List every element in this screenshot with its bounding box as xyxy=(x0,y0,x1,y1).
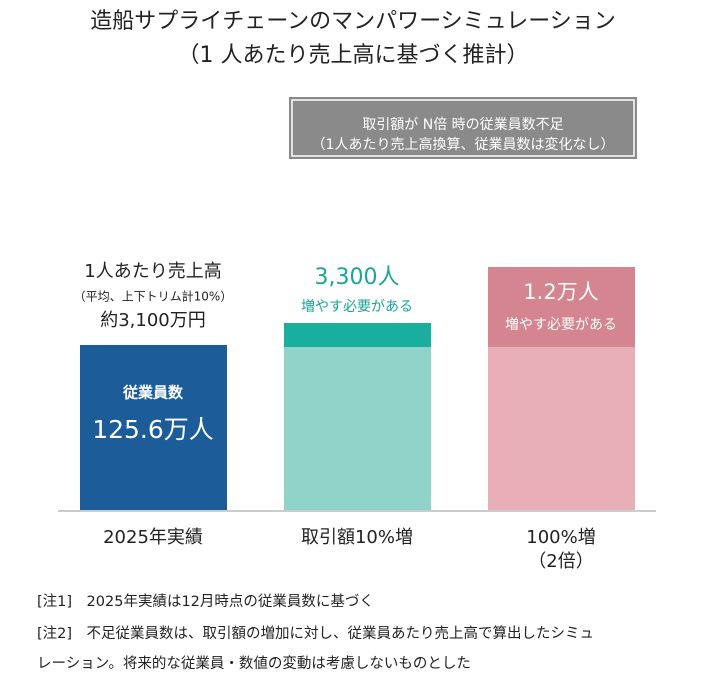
category-label: （2倍） xyxy=(528,551,593,572)
bar-increase xyxy=(284,323,431,347)
bar-value: 1.2万人 xyxy=(523,280,598,304)
bar-increase xyxy=(488,267,635,347)
bar-value: 3,300人 xyxy=(315,265,400,290)
note: [注1] 2025年実績は12月時点の従業員数に基づく xyxy=(37,593,374,610)
category-label: 2025年実績 xyxy=(103,527,203,548)
bar xyxy=(80,345,227,510)
title: 造船サプライチェーンのマンパワーシミュレーション xyxy=(90,9,616,34)
bar-inside-label: 従業員数 xyxy=(122,384,184,402)
bar-base xyxy=(284,347,431,510)
subtitle: （1 人あたり売上高に基づく推計） xyxy=(178,43,529,68)
legend-box-outer xyxy=(289,97,637,159)
bar-inside-value: 125.6万人 xyxy=(92,415,214,444)
bar-base xyxy=(488,347,635,510)
bar-label: 1人あたり売上高 xyxy=(84,261,221,282)
category-label: 取引額10%増 xyxy=(301,527,413,548)
legend-text: 取引額が N倍 時の従業員数不足 xyxy=(362,117,563,133)
legend-box-inner xyxy=(291,99,635,157)
bar-label: 約3,100万円 xyxy=(100,310,206,331)
category-label: 100%増 xyxy=(526,527,595,548)
note: [注2] 不足従業員数は、取引額の増加に対し、従業員あたり売上高で算出したシミュ xyxy=(37,625,594,642)
legend-text: （1人あたり売上高換算、従業員数は変化なし） xyxy=(312,136,615,153)
bar-label: 増やす必要がある xyxy=(505,317,617,333)
note: レーション。将来的な従業員・数値の変動は考慮しないものとした xyxy=(37,655,471,672)
bar-label: （平均、上下トリム計10%） xyxy=(74,289,233,304)
bar-label: 増やす必要がある xyxy=(301,299,413,315)
